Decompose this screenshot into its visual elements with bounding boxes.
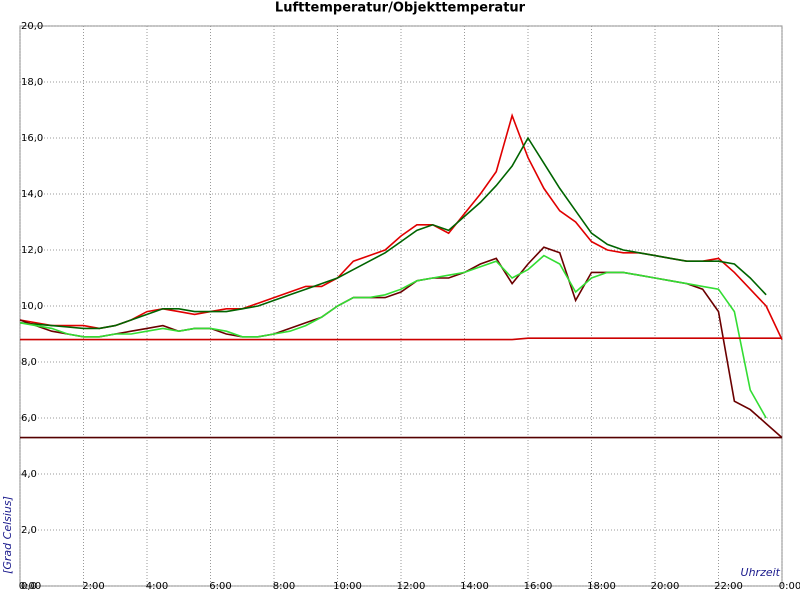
x-tick-label: 20:00 [651,581,680,592]
y-tick-label: 16,0 [21,133,43,144]
x-tick-label: 4:00 [146,581,168,592]
data-line [19,254,767,419]
x-tick-label: 6:00 [209,581,231,592]
data-line [19,136,767,330]
y-axis-label: [Grad Celsius] [1,496,14,574]
y-tick-label: 6,0 [21,413,37,424]
y-tick-label: 0,0 [21,581,37,592]
x-tick-label: 16:00 [524,581,553,592]
x-tick-label: 14:00 [460,581,489,592]
x-tick-label: 22:00 [714,581,743,592]
y-tick-label: 12,0 [21,245,43,256]
chart-title: Lufttemperatur/Objekttemperatur [275,1,526,16]
y-tick-label: 10,0 [21,301,43,312]
y-tick-label: 20,0 [21,21,43,32]
x-tick-label: 10:00 [333,581,362,592]
y-tick-label: 8,0 [21,357,37,368]
y-tick-label: 14,0 [21,189,43,200]
x-tick-label: 18:00 [587,581,616,592]
x-axis-label: Uhrzeit [741,566,781,579]
x-tick-label: 0:00 [779,581,800,592]
y-tick-label: 4,0 [21,469,37,480]
x-tick-label: 12:00 [397,581,426,592]
y-tick-label: 18,0 [21,77,43,88]
x-tick-label: 8:00 [273,581,295,592]
data-line [20,337,782,341]
x-tick-label: 0:00 [19,581,41,592]
x-tick-label: 2:00 [82,581,104,592]
y-tick-label: 2,0 [21,525,37,536]
